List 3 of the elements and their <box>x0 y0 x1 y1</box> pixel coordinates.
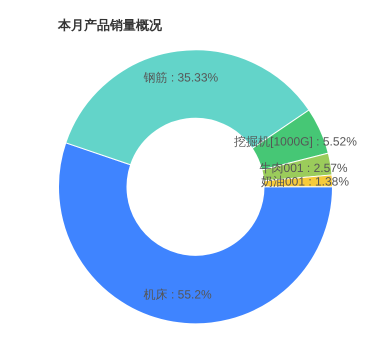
slice-label: 钢筋 : 35.33% <box>142 70 219 84</box>
chart-title: 本月产品销量概况 <box>57 17 163 32</box>
slice-label: 机床 : 55.2% <box>144 287 212 302</box>
